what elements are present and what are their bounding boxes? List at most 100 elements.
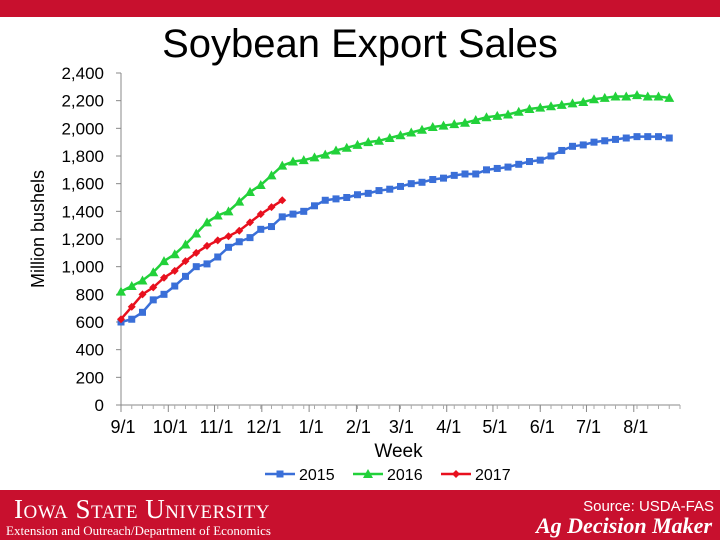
data-point-2017 — [149, 283, 158, 292]
y-tick-label: 2,200 — [61, 92, 104, 111]
data-point-2016 — [546, 101, 556, 111]
data-point-2015 — [257, 225, 265, 233]
data-point-2016 — [288, 156, 298, 166]
data-point-2015 — [655, 133, 662, 141]
data-point-2015 — [192, 263, 200, 271]
data-point-2015 — [644, 133, 652, 141]
y-axis-title: Million bushels — [28, 170, 48, 288]
data-point-2017 — [170, 266, 179, 275]
data-point-2015 — [182, 272, 189, 280]
data-point-2015 — [332, 195, 340, 203]
y-tick-label: 400 — [76, 341, 104, 360]
data-point-2015 — [493, 164, 501, 172]
data-point-2016 — [126, 281, 137, 291]
data-point-2015 — [440, 174, 447, 182]
data-point-2016 — [266, 170, 277, 180]
legend-marker-2015 — [276, 470, 284, 478]
data-point-2016 — [309, 152, 320, 162]
data-point-2015 — [504, 163, 512, 171]
y-tick-label: 800 — [76, 285, 104, 304]
data-point-2015 — [311, 202, 318, 210]
data-point-2016 — [513, 106, 524, 116]
data-point-2015 — [235, 238, 243, 246]
legend-label-2017: 2017 — [475, 467, 511, 484]
data-point-2016 — [245, 186, 255, 196]
data-point-2015 — [483, 166, 490, 174]
series-2017 — [117, 196, 287, 324]
data-point-2015 — [364, 189, 372, 197]
data-point-2015 — [547, 152, 555, 160]
data-point-2017 — [246, 218, 254, 227]
data-point-2015 — [375, 187, 383, 195]
data-point-2015 — [418, 178, 426, 186]
data-point-2015 — [450, 171, 458, 179]
brand-name: Ag Decision Maker — [536, 513, 712, 538]
data-point-2016 — [169, 249, 180, 259]
legend-marker-2017 — [452, 470, 460, 478]
data-point-2015 — [601, 137, 609, 145]
data-point-2017 — [117, 315, 125, 324]
data-point-2016 — [610, 91, 621, 101]
data-point-2016 — [460, 117, 470, 127]
data-point-2015 — [397, 182, 404, 190]
data-point-2015 — [665, 134, 673, 142]
data-point-2016 — [223, 206, 234, 216]
footer-bar: Iowa State University Extension and Outr… — [0, 490, 720, 540]
data-point-2017 — [203, 241, 211, 250]
y-tick-label: 1,800 — [61, 147, 104, 166]
data-point-2016 — [449, 119, 460, 129]
data-point-2016 — [395, 130, 406, 140]
data-point-2016 — [116, 286, 126, 296]
legend-label-2016: 2016 — [387, 467, 423, 484]
data-point-2015 — [128, 315, 136, 323]
legend-item-2016: 2016 — [353, 467, 423, 484]
data-point-2016 — [277, 160, 288, 170]
data-point-2015 — [343, 194, 351, 201]
y-tick-label: 200 — [76, 368, 104, 387]
data-point-2015 — [579, 141, 587, 149]
x-tick-label: 6/1 — [530, 417, 555, 437]
data-point-2016 — [331, 145, 341, 155]
data-point-2015 — [386, 185, 394, 193]
data-point-2016 — [621, 91, 632, 101]
data-point-2016 — [137, 275, 148, 285]
data-point-2015 — [590, 138, 598, 146]
data-point-2015 — [300, 207, 308, 215]
x-tick-label: 12/1 — [246, 417, 281, 437]
data-point-2015 — [289, 210, 297, 218]
data-point-2016 — [589, 94, 599, 104]
x-tick-label: 4/1 — [436, 417, 461, 437]
data-point-2015 — [171, 282, 179, 290]
legend-marker-2016 — [363, 469, 373, 478]
data-point-2016 — [653, 91, 664, 101]
data-point-2017 — [278, 196, 287, 205]
data-point-2016 — [406, 127, 417, 137]
data-point-2015 — [321, 196, 329, 204]
y-tick-label: 1,200 — [61, 230, 104, 249]
data-point-2016 — [148, 267, 159, 277]
series-line-2016 — [120, 93, 670, 293]
x-tick-label: 11/1 — [200, 417, 234, 437]
data-point-2015 — [149, 296, 157, 304]
data-point-2015 — [354, 191, 361, 199]
x-tick-label: 9/1 — [110, 417, 135, 437]
legend-item-2017: 2017 — [441, 467, 511, 484]
data-point-2015 — [246, 234, 254, 242]
university-name: Iowa State University — [14, 494, 270, 524]
data-point-2015 — [278, 213, 286, 221]
data-point-2016 — [427, 121, 438, 131]
data-point-2016 — [599, 92, 610, 102]
data-point-2017 — [160, 273, 168, 282]
data-point-2017 — [127, 302, 136, 311]
data-point-2015 — [160, 290, 168, 298]
page-title: Soybean Export Sales — [162, 22, 558, 66]
legend-item-2015: 2015 — [265, 467, 335, 484]
data-point-2016 — [492, 110, 503, 120]
data-point-2015 — [407, 180, 415, 188]
data-point-2017 — [235, 226, 244, 235]
data-point-2016 — [298, 155, 309, 165]
data-point-2017 — [181, 257, 190, 266]
data-point-2016 — [191, 228, 202, 238]
data-point-2015 — [472, 170, 480, 178]
x-tick-label: 7/1 — [576, 417, 601, 437]
